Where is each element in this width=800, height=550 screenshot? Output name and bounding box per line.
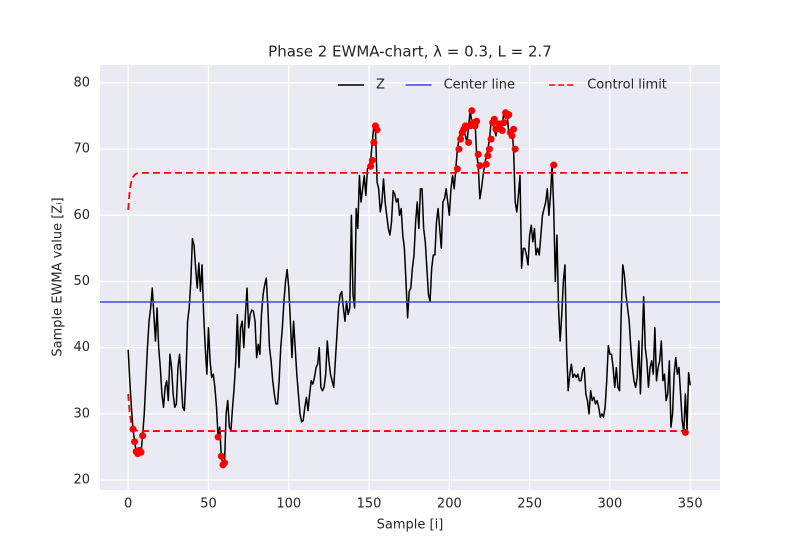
out-of-control-point: [468, 107, 476, 115]
out-of-control-point: [500, 119, 508, 127]
y-tick-label: 50: [73, 274, 90, 289]
out-of-control-point: [490, 115, 498, 123]
out-of-control-point: [511, 145, 519, 153]
out-of-control-point: [370, 138, 378, 146]
legend: Z Center line Control limit: [338, 78, 667, 93]
out-of-control-point: [221, 459, 229, 467]
out-of-control-point: [550, 161, 558, 169]
plot-area: [100, 65, 720, 490]
x-tick-label: 100: [276, 497, 301, 512]
x-axis-label: Sample [i]: [377, 518, 444, 533]
control-limit-line: [127, 172, 692, 211]
x-tick-label: 300: [598, 497, 623, 512]
out-of-control-point: [129, 425, 137, 433]
out-of-control-point: [498, 127, 506, 135]
out-of-control-point: [505, 111, 513, 119]
y-tick-label: 80: [73, 75, 90, 90]
out-of-control-point: [492, 125, 500, 133]
out-of-control-point: [457, 135, 465, 143]
out-of-control-point: [484, 152, 492, 160]
out-of-control-point: [368, 156, 376, 164]
x-tick-label: 350: [678, 497, 703, 512]
out-of-control-point: [681, 428, 689, 436]
out-of-control-point: [453, 165, 461, 173]
out-of-control-point: [214, 433, 222, 441]
out-of-control-point: [485, 145, 493, 153]
out-of-control-point: [482, 160, 490, 168]
out-of-control-point: [508, 132, 516, 140]
x-tick-label: 0: [124, 497, 132, 512]
out-of-control-point: [473, 117, 481, 125]
out-of-control-point: [131, 438, 139, 446]
out-of-control-point: [137, 448, 145, 456]
x-tick-label: 200: [437, 497, 462, 512]
out-of-control-point: [474, 150, 482, 158]
out-of-control-point: [461, 122, 469, 130]
out-of-control-point: [476, 162, 484, 170]
out-of-control-point: [139, 432, 147, 440]
y-tick-label: 30: [73, 406, 90, 421]
out-of-control-point: [367, 162, 375, 170]
out-of-control-point: [465, 138, 473, 146]
y-tick-label: 70: [73, 142, 90, 157]
chart-title: Phase 2 EWMA-chart, λ = 0.3, L = 2.7: [268, 43, 552, 61]
out-of-control-point: [373, 126, 381, 134]
out-of-control-point: [217, 452, 225, 460]
legend-label: Z: [376, 78, 385, 93]
y-tick-label: 20: [73, 473, 90, 488]
legend-label: Center line: [444, 78, 515, 93]
out-of-control-point: [455, 145, 463, 153]
out-of-control-point: [487, 135, 495, 143]
y-axis-label: Sample EWMA value [Zᵢ]: [51, 197, 66, 356]
x-tick-label: 250: [517, 497, 542, 512]
x-tick-label: 150: [357, 497, 382, 512]
x-tick-label: 50: [200, 497, 217, 512]
legend-label: Control limit: [587, 78, 667, 93]
marks: [100, 107, 720, 469]
y-tick-label: 40: [73, 340, 90, 355]
out-of-control-point: [510, 125, 518, 133]
y-tick-label: 60: [73, 208, 90, 223]
